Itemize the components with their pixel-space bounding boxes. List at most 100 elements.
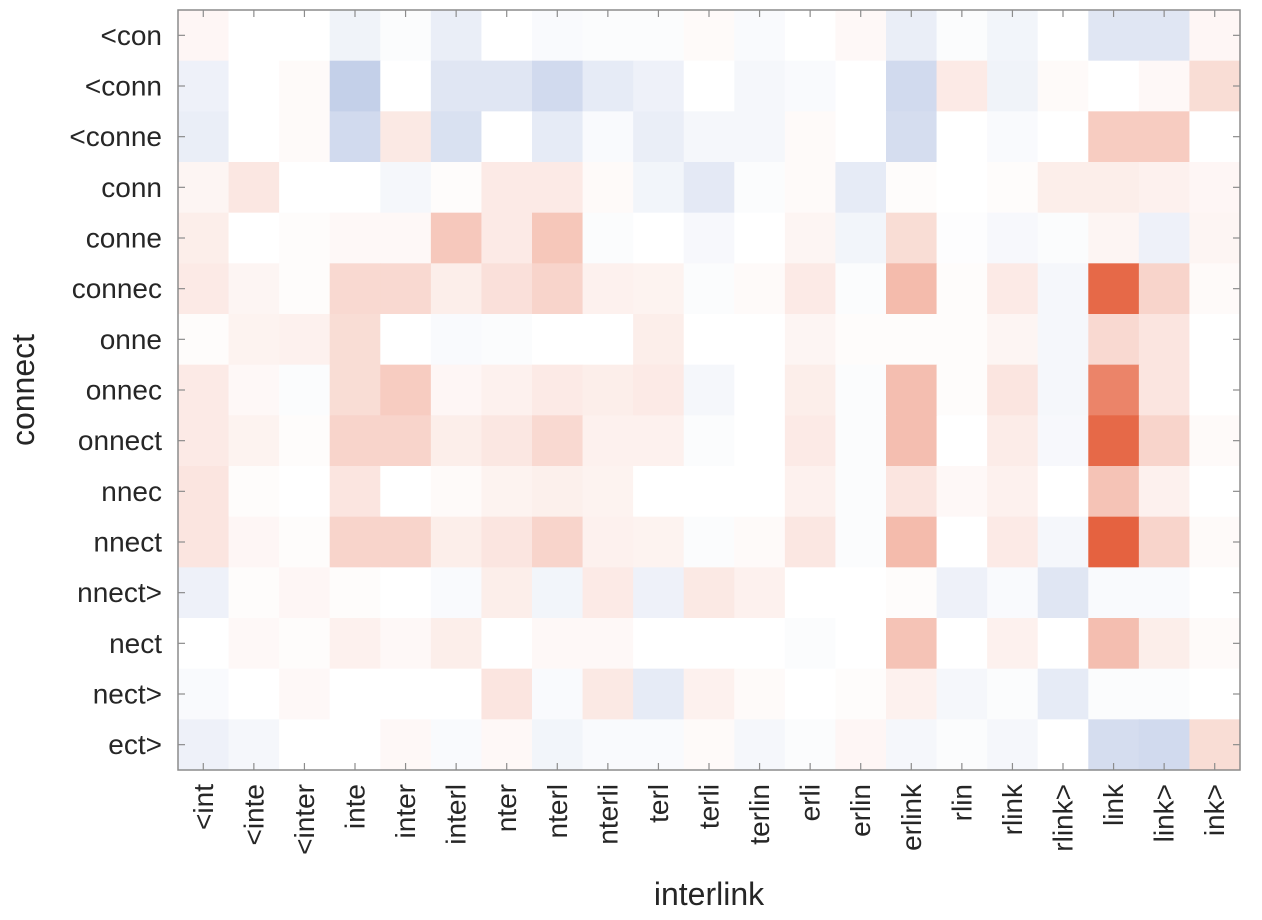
heatmap-cell (481, 212, 533, 264)
heatmap-cell (734, 719, 786, 771)
heatmap-cell (886, 212, 938, 264)
heatmap-cell (532, 162, 584, 214)
heatmap-cell (936, 618, 988, 670)
heatmap-cell (886, 364, 938, 416)
heatmap-cell (178, 567, 230, 619)
heatmap-cell (1138, 668, 1191, 720)
heatmap-cell (582, 618, 634, 670)
heatmap-cell (430, 466, 483, 518)
heatmap-cell (784, 162, 837, 214)
heatmap-cell (734, 364, 786, 416)
x-tick-label: interl (441, 784, 472, 845)
heatmap-cell (987, 111, 1039, 163)
heatmap-cell (734, 516, 786, 568)
heatmap-cell (279, 466, 331, 518)
heatmap-cell (430, 162, 483, 214)
heatmap-cell (633, 719, 685, 771)
heatmap-cell (1037, 364, 1089, 416)
heatmap-cell (532, 314, 584, 366)
heatmap-cell (329, 60, 381, 112)
heatmap-cell (784, 567, 837, 619)
heatmap-cell (532, 111, 584, 163)
heatmap-cell (835, 466, 887, 518)
heatmap-cell (178, 111, 230, 163)
y-tick-label: conne (86, 223, 162, 254)
x-tick-label: erli (795, 784, 826, 821)
heatmap-cell (683, 162, 735, 214)
heatmap-cell (1088, 111, 1140, 163)
heatmap-cell (936, 364, 988, 416)
heatmap-cell (784, 719, 837, 771)
heatmap-cell (1037, 10, 1089, 62)
heatmap-cell (380, 212, 432, 264)
heatmap-cell (430, 10, 483, 62)
heatmap-cell (1037, 618, 1089, 670)
heatmap-cell (532, 567, 584, 619)
heatmap-cell (380, 618, 432, 670)
heatmap-cell (987, 567, 1039, 619)
x-tick-label: inter (390, 784, 421, 838)
heatmap-cell (329, 415, 381, 467)
heatmap-cell (1088, 567, 1140, 619)
heatmap-cell (1189, 466, 1241, 518)
heatmap-cell (329, 162, 381, 214)
heatmap-cell (532, 618, 584, 670)
heatmap-cell (380, 10, 432, 62)
heatmap-cell (228, 618, 280, 670)
heatmap-cell (987, 516, 1039, 568)
heatmap-cell (987, 212, 1039, 264)
heatmap-cell (279, 10, 331, 62)
heatmap-cell (784, 60, 837, 112)
heatmap-cell (987, 364, 1039, 416)
heatmap-cell (1088, 618, 1140, 670)
heatmap-cell (1037, 668, 1089, 720)
heatmap-cell (228, 263, 280, 315)
heatmap-cell (1189, 162, 1241, 214)
heatmap-cell (1189, 60, 1241, 112)
heatmap-cell (329, 364, 381, 416)
heatmap-cell (380, 567, 432, 619)
x-tick-label: inte (340, 784, 371, 829)
heatmap-cell (734, 10, 786, 62)
heatmap-cell (1189, 111, 1241, 163)
heatmap-cell (936, 567, 988, 619)
heatmap-cell (1138, 567, 1191, 619)
heatmap-cell (936, 314, 988, 366)
heatmap-cell (633, 212, 685, 264)
heatmap-cell (987, 719, 1039, 771)
heatmap-cell (1037, 162, 1089, 214)
heatmap-cell (532, 466, 584, 518)
heatmap-cell (835, 516, 887, 568)
heatmap-cell (936, 212, 988, 264)
x-tick-label: terl (643, 784, 674, 823)
heatmap-cell (734, 668, 786, 720)
heatmap-cell (380, 60, 432, 112)
heatmap-cell (683, 60, 735, 112)
heatmap-cell (1088, 516, 1140, 568)
heatmap-cells (178, 10, 1241, 771)
heatmap-cell (481, 567, 533, 619)
y-tick-label: <con (101, 20, 163, 51)
heatmap-cell (329, 567, 381, 619)
heatmap-cell (734, 567, 786, 619)
heatmap-cell (936, 111, 988, 163)
heatmap-cell (1138, 263, 1191, 315)
heatmap-cell (1138, 111, 1191, 163)
heatmap-cell (329, 212, 381, 264)
heatmap-cell (683, 567, 735, 619)
heatmap-cell (936, 10, 988, 62)
heatmap-cell (228, 212, 280, 264)
heatmap-cell (784, 111, 837, 163)
heatmap-cell (633, 314, 685, 366)
heatmap-cell (734, 212, 786, 264)
heatmap-cell (481, 516, 533, 568)
heatmap-cell (784, 364, 837, 416)
heatmap-cell (886, 618, 938, 670)
heatmap-cell (835, 10, 887, 62)
heatmap-cell (1138, 364, 1191, 416)
y-tick-label: onnect (78, 425, 162, 456)
y-tick-labels: <con<conn<conneconnconneconneconneonneco… (69, 20, 162, 760)
heatmap-cell (430, 719, 483, 771)
y-tick-label: nnect (94, 527, 163, 558)
